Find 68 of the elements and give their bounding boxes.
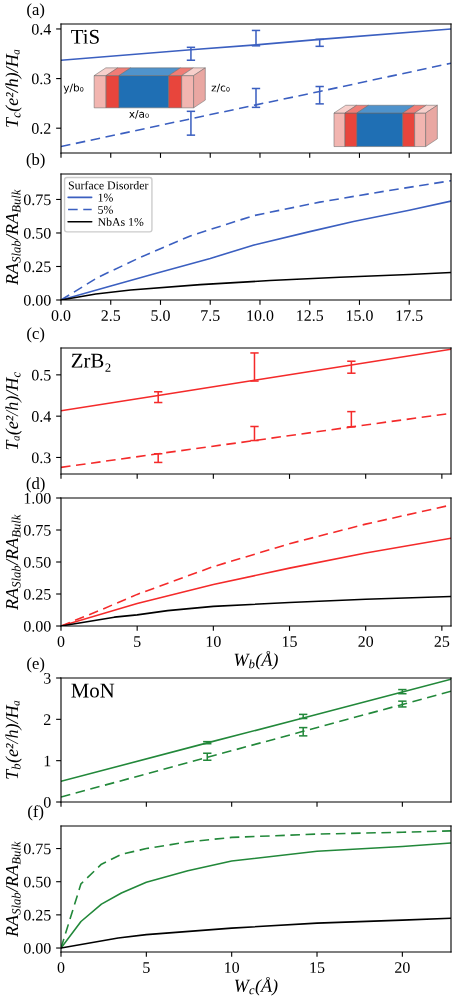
legend-label: 1% xyxy=(98,193,113,202)
x-tick-label: 0 xyxy=(57,962,65,973)
y-axis-title: Tₐ(e²/h)/H$_{c}$ xyxy=(5,372,22,450)
x-tick-label: 10.0 xyxy=(247,310,274,322)
line-series xyxy=(61,28,451,62)
annotation: TiS xyxy=(71,29,99,44)
x-tick-label: 25 xyxy=(434,636,450,647)
y-tick-label: 0.50 xyxy=(23,876,51,888)
y-tick-label: 0.2 xyxy=(31,123,51,134)
x-axis-title: W$_{c}$(Å) xyxy=(234,976,278,996)
x-tick-label: 0 xyxy=(57,636,65,647)
x-tick-label: 15 xyxy=(282,636,297,647)
chart-title: (a) xyxy=(27,3,45,19)
x-tick-label: 5 xyxy=(134,636,141,647)
legend-label: 5% xyxy=(98,205,113,214)
y-tick-label: 0.00 xyxy=(23,942,51,954)
y-tick-label: 0.50 xyxy=(23,556,51,568)
y-tick-label: 0.25 xyxy=(23,588,51,600)
y-tick-label: 0.00 xyxy=(23,620,51,632)
x-tick-label: 10 xyxy=(225,962,240,973)
x-tick-label: 10 xyxy=(206,636,221,647)
annotation: y/b₀ xyxy=(63,83,84,94)
x-tick-label: 0.0 xyxy=(51,310,71,322)
y-tick-label: 0.25 xyxy=(23,261,51,273)
line-series xyxy=(61,62,451,148)
y-tick-label: 0.25 xyxy=(23,909,51,921)
y-tick-label: 0.75 xyxy=(23,194,51,206)
x-tick-label: 15.0 xyxy=(346,310,373,322)
chart-title: (c) xyxy=(27,327,45,343)
legend-label: NbAs 1% xyxy=(97,217,144,227)
x-axis-title: W$_{b}$(Å) xyxy=(234,650,278,670)
x-tick-label: 20 xyxy=(395,962,410,973)
legend-title: Surface Disorder xyxy=(68,180,149,190)
chart-title: (f) xyxy=(28,805,44,821)
y-tick-label: 2 xyxy=(43,714,51,725)
chart-title: (e) xyxy=(27,657,45,673)
y-tick-label: 0.3 xyxy=(31,452,51,464)
y-tick-label: 1 xyxy=(44,755,51,767)
annotation: x/a₀ xyxy=(129,110,149,119)
y-axis-title: RA$_{Slab}$/RA$_{Bulk}$ xyxy=(6,841,21,938)
x-tick-label: 7.5 xyxy=(201,310,220,322)
annotation: MoN xyxy=(71,683,115,698)
x-tick-label: 17.5 xyxy=(396,310,423,322)
x-tick-label: 12.5 xyxy=(297,310,324,322)
y-tick-label: 0.5 xyxy=(31,369,51,381)
chart-title: (b) xyxy=(26,153,45,169)
y-tick-label: 0.50 xyxy=(23,227,51,239)
x-tick-label: 5.0 xyxy=(151,310,170,322)
y-tick-label: 0.3 xyxy=(31,73,51,85)
annotation: ZrB₂ xyxy=(71,353,111,372)
y-axis-title: T$_{b}$(e²/h)/Hₐ xyxy=(5,700,22,779)
x-tick-label: 2.5 xyxy=(101,310,121,322)
y-axis-title: RA$_{Slab}$/RA$_{Bulk}$ xyxy=(6,514,21,611)
x-tick-label: 5 xyxy=(143,962,150,973)
y-tick-label: 0.75 xyxy=(23,524,51,536)
y-tick-label: 0 xyxy=(43,796,51,808)
chart-title: (d) xyxy=(26,477,45,493)
annotation: z/c₀ xyxy=(211,83,230,93)
y-tick-label: 3 xyxy=(44,672,51,684)
y-tick-label: 0.4 xyxy=(31,411,52,422)
y-tick-label: 0.4 xyxy=(31,23,52,35)
y-axis-title: RA$_{Slab}$/RA$_{Bulk}$ xyxy=(6,189,21,286)
x-tick-label: 15 xyxy=(310,962,325,973)
x-tick-label: 20 xyxy=(358,636,374,647)
y-tick-label: 1.00 xyxy=(24,492,51,504)
y-tick-label: 0.00 xyxy=(23,294,51,306)
y-tick-label: 0.75 xyxy=(23,843,51,855)
y-axis-title: T$_{c}$(e²/h)/Hₐ xyxy=(5,49,22,127)
